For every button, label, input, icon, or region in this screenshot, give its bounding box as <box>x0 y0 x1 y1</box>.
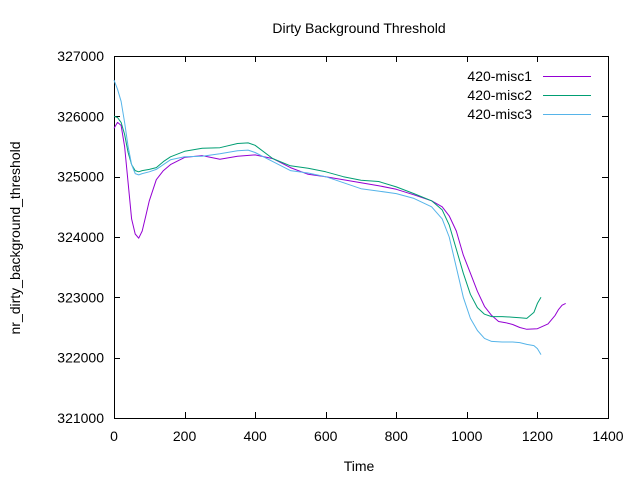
y-tick-label: 327000 <box>57 48 104 64</box>
x-tick-label: 1000 <box>451 428 482 444</box>
series-lines <box>113 79 566 355</box>
y-tick-label: 321000 <box>57 410 104 426</box>
x-axis: 0 200 400 600 800 1000 1200 1400 <box>110 56 624 444</box>
x-tick-label: 600 <box>314 428 338 444</box>
x-tick-label: 1400 <box>592 428 623 444</box>
legend: 420-misc1 420-misc2 420-misc3 <box>467 68 591 122</box>
series-line-420-misc1 <box>113 121 566 330</box>
y-tick-label: 324000 <box>57 229 104 245</box>
legend-label: 420-misc1 <box>467 68 532 84</box>
legend-label: 420-misc3 <box>467 106 532 122</box>
series-line-420-misc3 <box>113 79 542 355</box>
y-tick-label: 326000 <box>57 108 104 124</box>
y-tick-label: 322000 <box>57 350 104 366</box>
y-axis: 321000 322000 323000 324000 325000 326000 3270… <box>57 48 608 426</box>
x-tick-label: 1200 <box>522 428 553 444</box>
x-axis-label: Time <box>344 458 375 474</box>
series-line-420-misc2 <box>113 115 542 319</box>
legend-label: 420-misc2 <box>467 87 532 103</box>
x-tick-label: 0 <box>110 428 118 444</box>
chart-title: Dirty Background Threshold <box>272 20 445 36</box>
y-axis-label: nr_dirty_background_threshold <box>7 141 23 334</box>
x-tick-label: 400 <box>243 428 267 444</box>
y-tick-label: 323000 <box>57 289 104 305</box>
x-tick-label: 200 <box>173 428 197 444</box>
y-tick-label: 325000 <box>57 169 104 185</box>
x-tick-label: 800 <box>385 428 409 444</box>
